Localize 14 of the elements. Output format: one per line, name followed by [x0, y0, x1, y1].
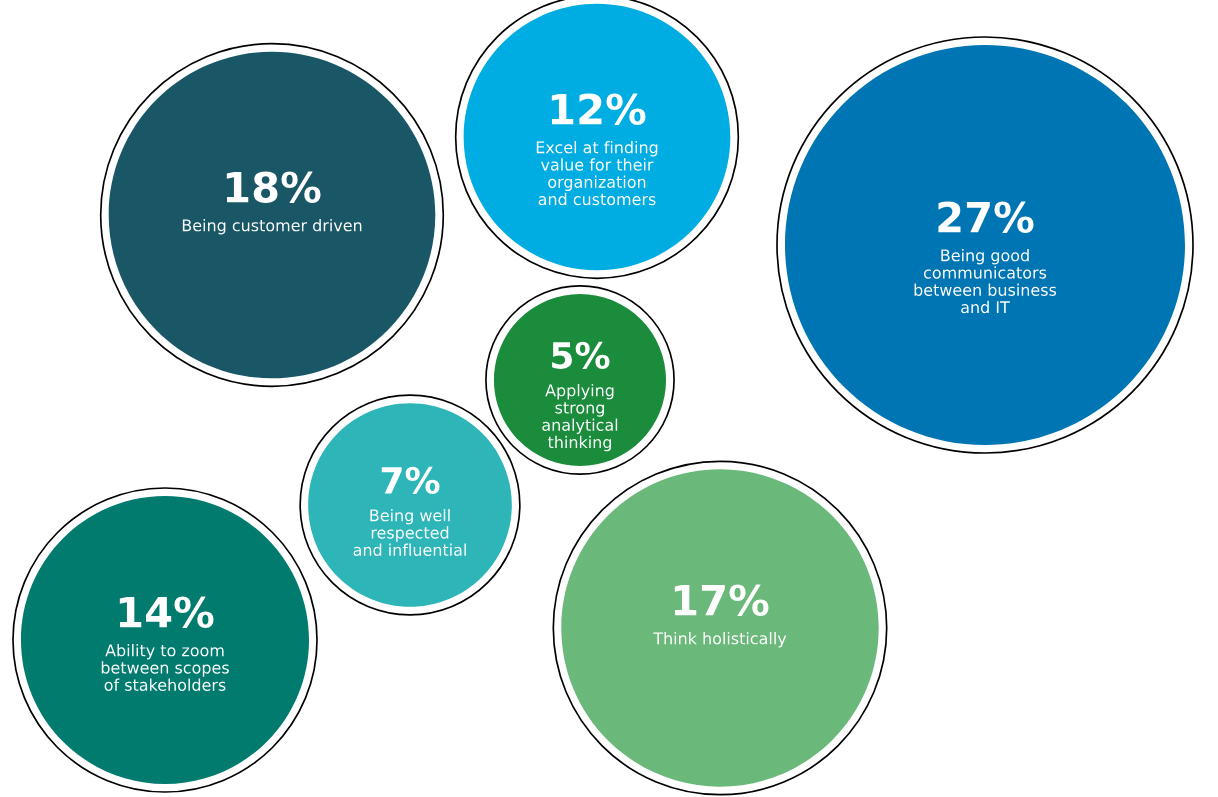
category-label: Think holistically [653, 632, 787, 648]
category-label: Applying strong analytical thinking [542, 384, 618, 452]
data-label: 17% [674, 584, 769, 616]
data-label: 27% [938, 201, 1034, 233]
category-label: Being customer driven [182, 219, 362, 235]
category-label: Being good communicators between business and IT [914, 249, 1057, 314]
category-label: Ability to zoom between scopes of stakeholders [101, 644, 229, 691]
data-label: 18% [226, 171, 321, 203]
data-label: 5% [552, 341, 610, 369]
data-label: 12% [551, 93, 646, 125]
category-label: Being well respected and influential [353, 509, 466, 556]
data-label: 7% [381, 466, 440, 494]
data-label: 14% [119, 596, 214, 628]
category-label: Excel at finding value for their organization and customers [536, 141, 658, 206]
